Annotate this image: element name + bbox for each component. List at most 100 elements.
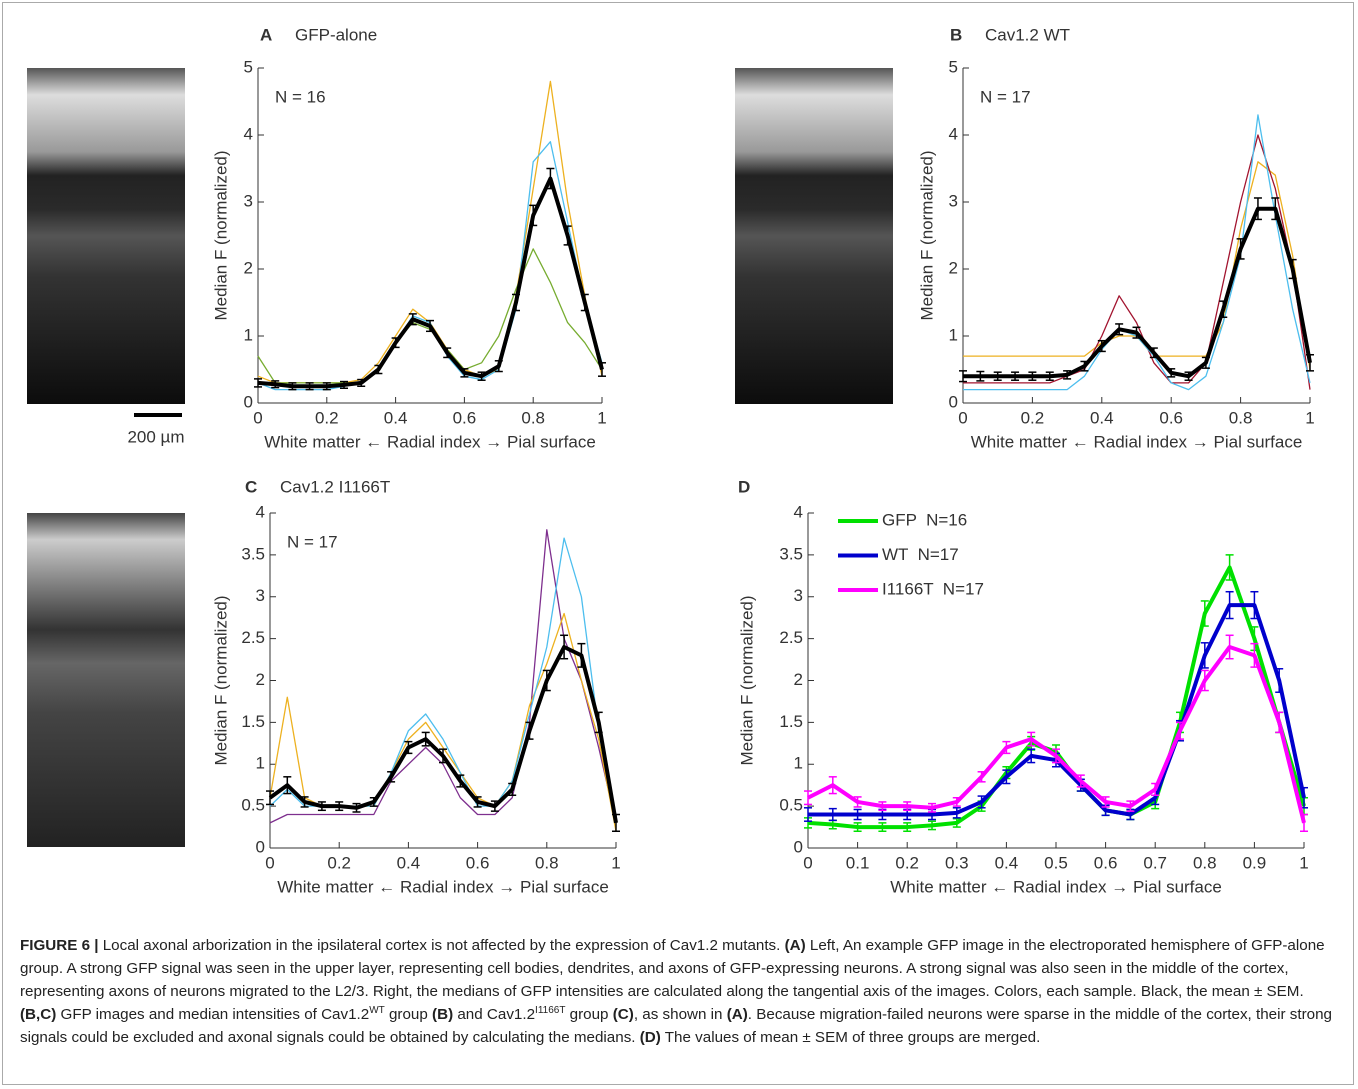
- panel-letter: B: [950, 25, 962, 44]
- error-bar: [1275, 711, 1284, 734]
- x-tick-label: 0.6: [1094, 853, 1118, 872]
- x-tick-label: 0.5: [1044, 853, 1068, 872]
- error-bar: [853, 796, 862, 808]
- series-line: [257, 248, 603, 384]
- caption-text: , as shown in: [633, 1006, 727, 1023]
- error-bar: [1225, 554, 1234, 581]
- x-tick-label: 0.3: [945, 853, 969, 872]
- y-tick-label: 4: [244, 124, 253, 143]
- panel-letter: A: [260, 25, 272, 44]
- y-tick-label: 5: [949, 57, 958, 76]
- panel-title: Cav1.2 WT: [985, 25, 1070, 44]
- y-tick-label: 3: [794, 586, 803, 605]
- error-bar: [490, 800, 499, 812]
- error-bar: [804, 790, 812, 806]
- micrograph: [27, 68, 185, 404]
- error-bar: [853, 822, 862, 832]
- y-tick-label: 2: [794, 670, 803, 689]
- panel-letter: D: [738, 477, 750, 496]
- x-tick-label: 0.1: [846, 853, 870, 872]
- x-tick-label: 0.4: [1090, 408, 1114, 427]
- y-axis-label: Median F (normalized): [737, 595, 756, 765]
- y-tick-label: 3: [256, 586, 265, 605]
- x-tick-label: 0: [958, 408, 967, 427]
- x-axis-label: White matter ← Radial index → Pial surfa…: [264, 432, 596, 451]
- error-bar: [804, 807, 812, 822]
- error-bar: [1002, 740, 1011, 755]
- error-bar: [993, 371, 1002, 381]
- legend-label: GFP N=16: [882, 510, 967, 529]
- caption-bold: (A): [784, 937, 806, 954]
- y-tick-label: 1: [794, 754, 803, 773]
- error-bar: [525, 721, 534, 740]
- error-bar: [1200, 669, 1209, 692]
- caption-bold: (B): [432, 1006, 454, 1023]
- annotation: N = 16: [275, 87, 326, 106]
- error-bar: [421, 731, 430, 747]
- x-tick-label: 0.7: [1143, 853, 1167, 872]
- error-bar: [1250, 590, 1259, 620]
- error-bar: [1101, 796, 1110, 808]
- annotation: N = 17: [980, 87, 1031, 106]
- error-bar: [1200, 642, 1209, 669]
- y-tick-label: 2: [949, 258, 958, 277]
- error-bar: [1225, 634, 1234, 660]
- error-bar: [976, 370, 985, 382]
- y-tick-label: 4: [794, 502, 803, 521]
- error-bar: [928, 820, 936, 831]
- error-bar: [1149, 347, 1158, 359]
- error-bar: [266, 790, 274, 806]
- caption-bold: (C): [612, 1006, 634, 1023]
- y-tick-label: 0.5: [779, 796, 803, 815]
- error-bar: [1115, 323, 1124, 336]
- x-tick-label: 0.6: [1159, 408, 1183, 427]
- y-tick-label: 2: [244, 258, 253, 277]
- x-axis-label: White matter ← Radial index → Pial surfa…: [890, 877, 1222, 896]
- error-bar: [952, 807, 961, 819]
- y-tick-label: 0: [949, 392, 958, 411]
- error-bar: [959, 370, 967, 383]
- error-bar: [1080, 360, 1089, 372]
- error-bar: [1097, 339, 1106, 353]
- series-line: [963, 134, 1311, 390]
- error-bar: [1300, 813, 1308, 832]
- error-bar: [300, 796, 309, 808]
- y-tick-label: 1.5: [779, 712, 803, 731]
- y-axis-label: Median F (normalized): [211, 150, 230, 320]
- y-tick-label: 1: [949, 325, 958, 344]
- caption-text: group: [384, 1006, 433, 1023]
- error-bar: [283, 776, 292, 795]
- legend-label: WT N=17: [882, 545, 959, 564]
- error-bar: [529, 204, 538, 227]
- caption-text: GFP images and median intensities of Cav…: [56, 1006, 370, 1023]
- error-bar: [1063, 370, 1072, 380]
- error-bar: [439, 748, 447, 764]
- error-bar: [1151, 782, 1160, 796]
- micrograph: [27, 513, 185, 847]
- error-bar: [456, 774, 465, 788]
- error-bar: [494, 360, 503, 373]
- error-bar: [952, 817, 961, 828]
- x-tick-label: 0: [253, 408, 262, 427]
- error-bar: [387, 771, 396, 783]
- error-bar: [305, 382, 314, 391]
- error-bar: [1167, 368, 1176, 378]
- y-tick-label: 4: [256, 502, 265, 521]
- error-bar: [391, 337, 400, 349]
- error-bar: [374, 364, 383, 375]
- series-line: [257, 80, 603, 384]
- error-bar: [1219, 300, 1228, 318]
- error-bar: [1076, 774, 1085, 788]
- x-tick-label: 1: [1305, 408, 1314, 427]
- y-tick-label: 3: [949, 191, 958, 210]
- y-tick-label: 2.5: [779, 628, 803, 647]
- error-bar: [271, 380, 280, 389]
- error-bar: [1045, 371, 1054, 381]
- error-bar: [1002, 769, 1011, 785]
- y-tick-label: 0: [256, 837, 265, 856]
- caption-text: Local axonal arborization in the ipsilat…: [98, 937, 785, 954]
- error-bar: [594, 711, 603, 734]
- error-bar: [254, 378, 262, 388]
- error-bar: [426, 319, 434, 333]
